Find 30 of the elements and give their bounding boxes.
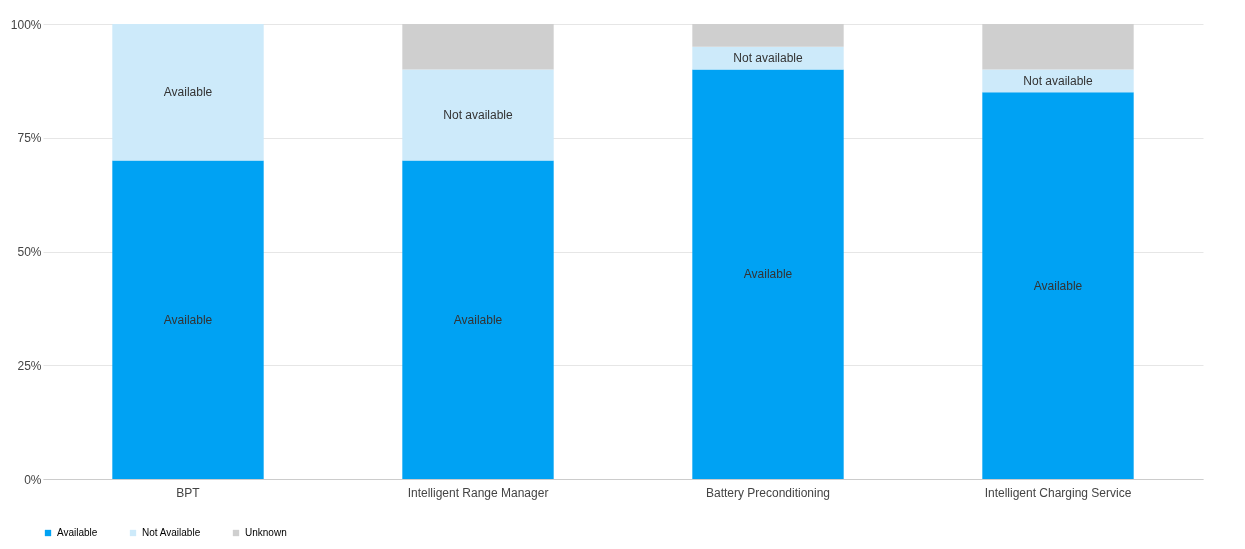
x-tick-label: Battery Preconditioning <box>705 485 831 500</box>
x-tick-label: Intelligent Range Manager <box>407 485 549 500</box>
data-label: Available <box>1033 278 1083 293</box>
data-label: Not available <box>733 51 804 66</box>
bar <box>692 46 844 70</box>
data-label: Available <box>163 312 213 327</box>
bar <box>402 160 554 479</box>
bar <box>982 24 1134 70</box>
data-label: Available <box>453 312 503 327</box>
bar <box>692 24 844 47</box>
bar <box>982 92 1134 479</box>
data-label: Not available <box>1023 73 1094 88</box>
bar <box>402 69 554 161</box>
data-label: Available <box>743 267 793 282</box>
x-tick-label: Intelligent Charging Service <box>984 485 1132 500</box>
legend-label: Unknown <box>245 527 287 538</box>
bar <box>112 160 264 479</box>
data-label: Available <box>163 85 213 100</box>
y-tick-label: 25% <box>17 358 42 373</box>
bar <box>402 24 554 70</box>
y-tick-label: 75% <box>17 131 42 146</box>
y-tick-label: 0% <box>24 472 42 487</box>
legend-label: Available <box>57 527 98 538</box>
x-tick-label: BPT <box>176 485 201 500</box>
bar <box>112 24 264 161</box>
data-label: Not available <box>443 108 514 122</box>
y-tick-label: 50% <box>17 245 42 259</box>
bar <box>692 69 844 479</box>
y-tick-label: 100% <box>10 17 42 32</box>
legend-label: Not Available <box>142 527 201 538</box>
